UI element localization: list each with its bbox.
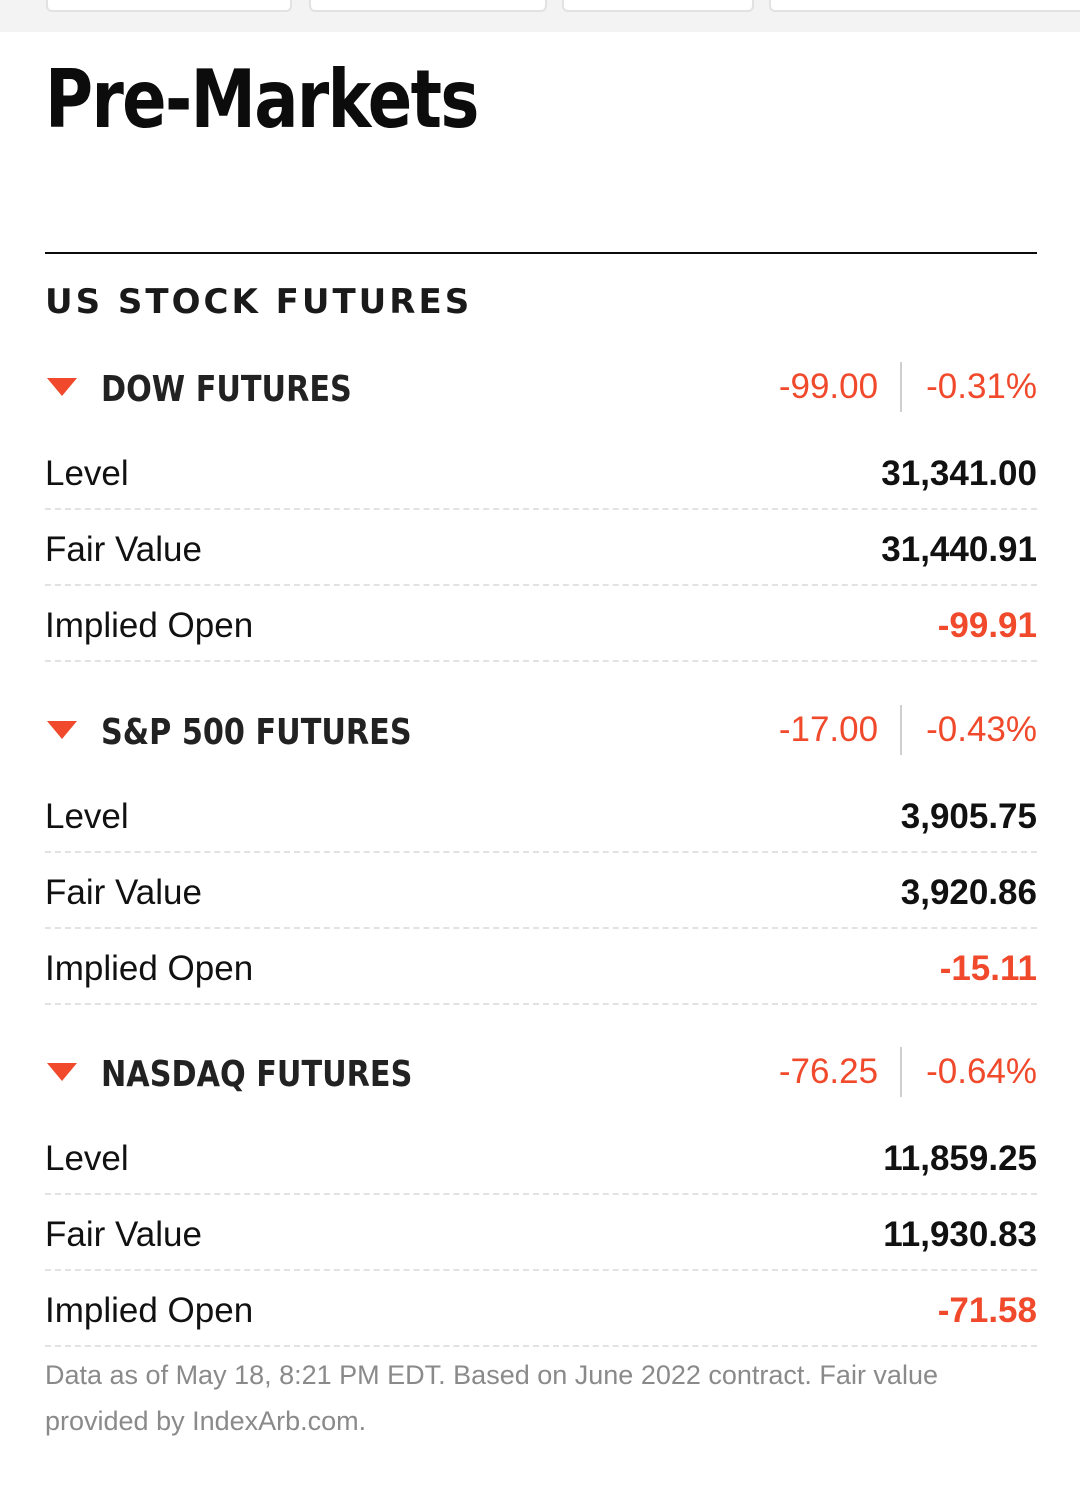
change-percent: -0.31% (926, 367, 1037, 406)
change-value: -99.00 (778, 367, 879, 406)
top-tab[interactable] (562, 0, 754, 12)
row-label: Fair Value (45, 530, 202, 569)
change-percent: -0.43% (926, 710, 1037, 749)
top-tab[interactable] (46, 0, 292, 12)
top-tab-bar (0, 0, 1080, 32)
implied-open-row: Implied Open -71.58 (45, 1271, 1037, 1347)
section-rule (45, 252, 1037, 254)
row-value: 3,920.86 (900, 873, 1037, 912)
row-value: -71.58 (937, 1291, 1037, 1330)
divider (900, 1047, 903, 1097)
section-title: US STOCK FUTURES (45, 282, 473, 322)
change-summary: -76.25 -0.64% (779, 1047, 1037, 1097)
futures-header[interactable]: DOW FUTURES -99.00 -0.31% (45, 354, 1037, 434)
row-label: Implied Open (45, 1291, 254, 1330)
fair-value-row: Fair Value 11,930.83 (45, 1195, 1037, 1271)
page-title: Pre-Markets (45, 53, 479, 146)
row-value: 31,341.00 (881, 454, 1037, 493)
futures-group-sp500: S&P 500 FUTURES -17.00 -0.43% Level 3,90… (45, 697, 1037, 1005)
row-label: Fair Value (45, 873, 202, 912)
change-percent: -0.64% (926, 1052, 1037, 1091)
top-tab[interactable] (769, 0, 1080, 12)
row-label: Level (45, 454, 129, 493)
level-row: Level 3,905.75 (45, 777, 1037, 853)
row-value: 3,905.75 (900, 797, 1037, 836)
row-label: Level (45, 1139, 129, 1178)
futures-group-nasdaq: NASDAQ FUTURES -76.25 -0.64% Level 11,85… (45, 1039, 1037, 1347)
change-value: -17.00 (778, 710, 879, 749)
divider (900, 705, 903, 755)
futures-name: NASDAQ FUTURES (101, 1054, 413, 1095)
change-summary: -99.00 -0.31% (779, 362, 1037, 412)
fair-value-row: Fair Value 3,920.86 (45, 853, 1037, 929)
level-row: Level 31,341.00 (45, 434, 1037, 510)
change-value: -76.25 (778, 1052, 879, 1091)
futures-group-dow: DOW FUTURES -99.00 -0.31% Level 31,341.0… (45, 354, 1037, 662)
divider (900, 362, 903, 412)
futures-header[interactable]: NASDAQ FUTURES -76.25 -0.64% (45, 1039, 1037, 1119)
down-triangle-icon (47, 721, 77, 739)
row-value: 11,930.83 (883, 1215, 1037, 1254)
down-triangle-icon (47, 378, 77, 396)
fair-value-row: Fair Value 31,440.91 (45, 510, 1037, 586)
futures-name: DOW FUTURES (101, 369, 352, 410)
implied-open-row: Implied Open -15.11 (45, 929, 1037, 1005)
implied-open-row: Implied Open -99.91 (45, 586, 1037, 662)
change-summary: -17.00 -0.43% (779, 705, 1037, 755)
row-value: -15.11 (939, 949, 1037, 988)
row-label: Implied Open (45, 949, 254, 988)
futures-name: S&P 500 FUTURES (101, 712, 412, 753)
row-label: Fair Value (45, 1215, 202, 1254)
down-triangle-icon (47, 1063, 77, 1081)
row-label: Implied Open (45, 606, 254, 645)
row-value: 31,440.91 (881, 530, 1037, 569)
row-label: Level (45, 797, 129, 836)
level-row: Level 11,859.25 (45, 1119, 1037, 1195)
row-value: -99.91 (937, 606, 1037, 645)
futures-header[interactable]: S&P 500 FUTURES -17.00 -0.43% (45, 697, 1037, 777)
row-value: 11,859.25 (883, 1139, 1037, 1178)
top-tab[interactable] (309, 0, 547, 12)
data-footnote: Data as of May 18, 8:21 PM EDT. Based on… (45, 1360, 938, 1436)
